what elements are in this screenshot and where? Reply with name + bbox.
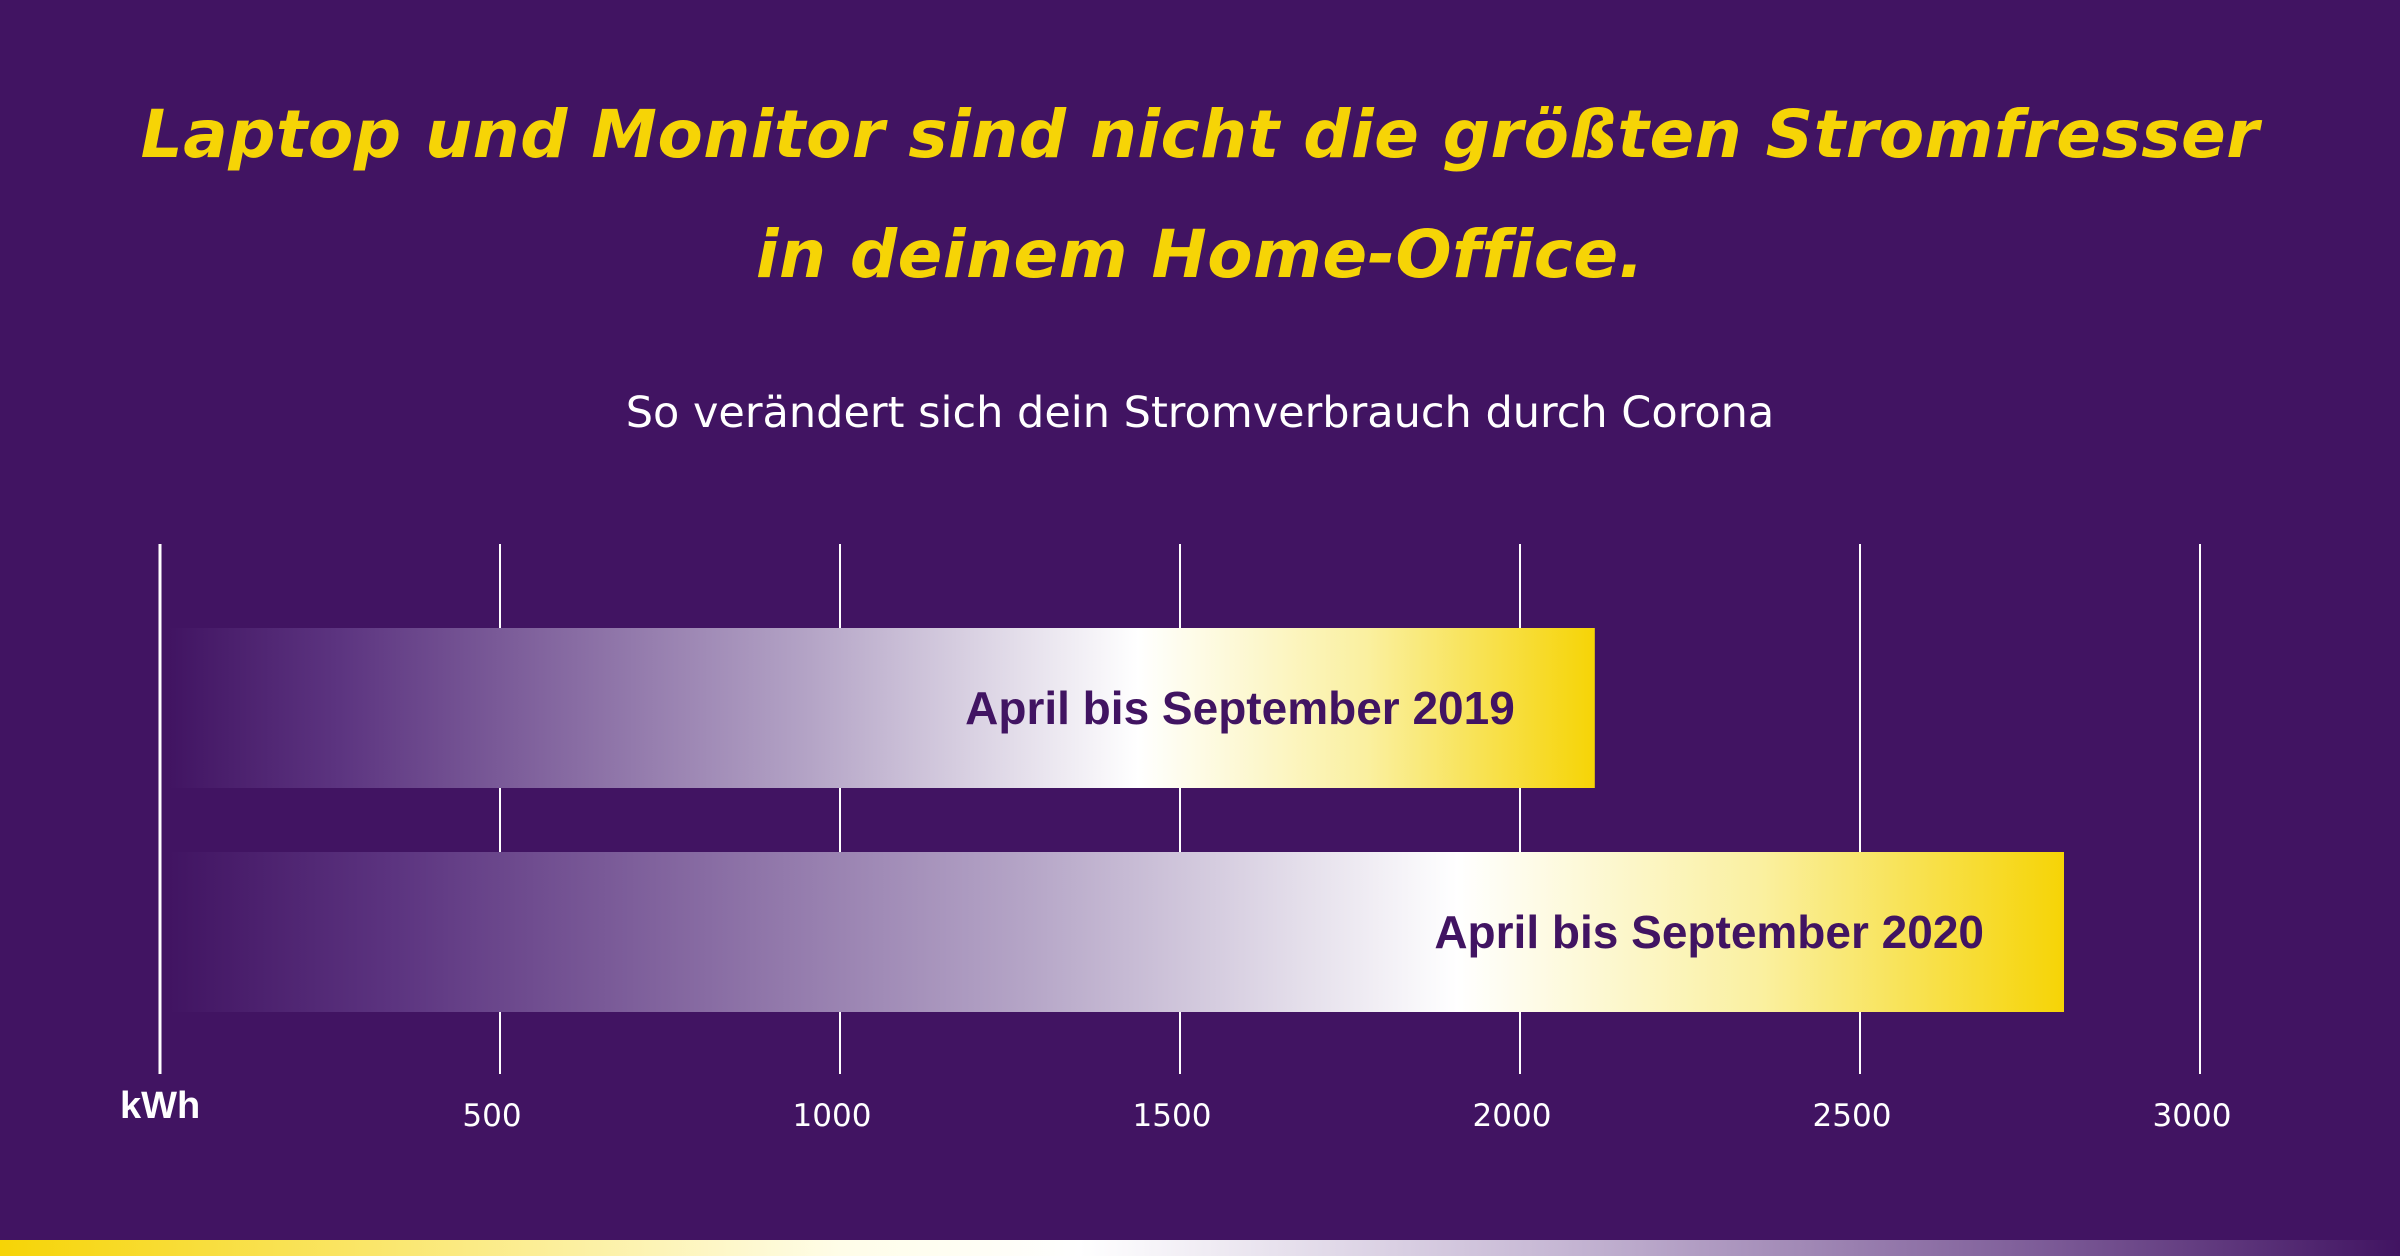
- chart-title-line1: Laptop und Monitor sind nicht die größte…: [140, 96, 2260, 173]
- x-tick-label: 1500: [1133, 1098, 1212, 1134]
- bars: [168, 628, 2064, 1012]
- bar: [168, 852, 2064, 1012]
- x-tick-label: 500: [462, 1098, 521, 1134]
- x-tick-label: 2000: [1473, 1098, 1552, 1134]
- x-tick-label: 1000: [793, 1098, 872, 1134]
- axis-unit-label: kWh: [120, 1085, 200, 1127]
- bar-label: April bis September 2019: [965, 682, 1515, 734]
- bottom-gradient-stripe: [0, 1240, 2400, 1256]
- bar-labels: April bis September 2019 April bis Septem…: [965, 682, 1984, 958]
- x-tick-label: 3000: [2153, 1098, 2232, 1134]
- chart-subtitle: So verändert sich dein Stromverbrauch du…: [625, 388, 1775, 438]
- bar-label: April bis September 2020: [1434, 906, 1984, 958]
- chart-title-line2: in deinem Home-Office.: [755, 216, 1645, 293]
- x-axis-ticks: 500 1000 1500 2000 2500 3000 kWh: [120, 1085, 2231, 1134]
- bar: [168, 628, 1595, 788]
- x-tick-label: 2500: [1813, 1098, 1892, 1134]
